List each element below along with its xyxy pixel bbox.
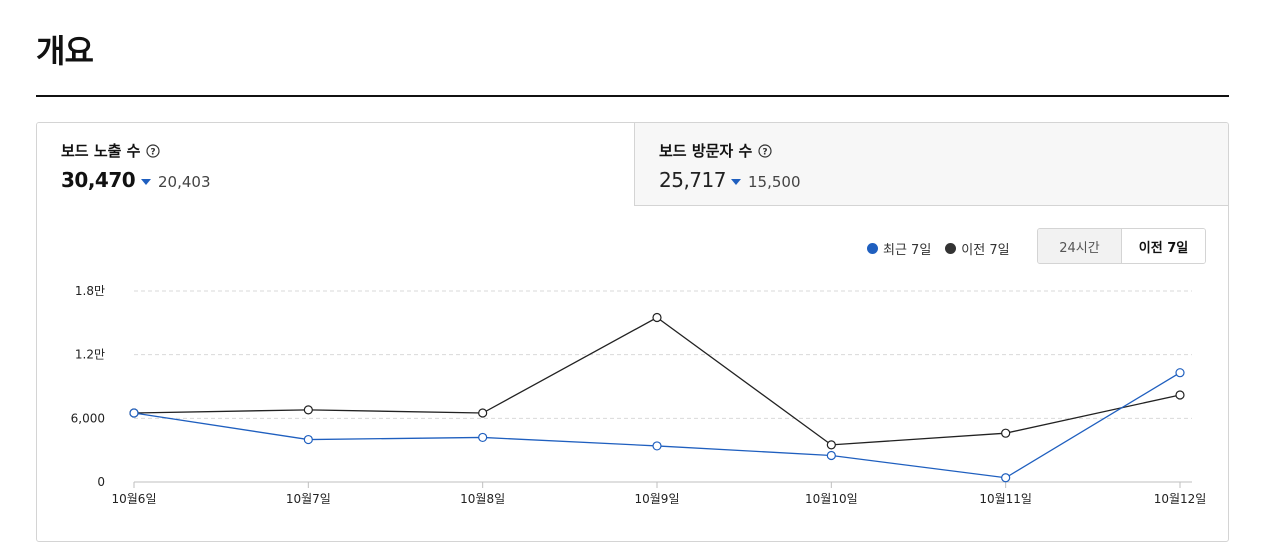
metric-tab-impressions[interactable]: 보드 노출 수 ? 30,470 20,403 — [37, 123, 634, 206]
data-point-recent — [826, 450, 836, 461]
down-arrow-icon — [731, 179, 741, 185]
help-icon[interactable]: ? — [146, 144, 161, 158]
data-point-recent — [1001, 473, 1011, 483]
data-point-previous — [652, 312, 662, 323]
y-tick-label: 0 — [97, 475, 105, 489]
data-point-recent — [1175, 368, 1185, 378]
series-line-previous — [133, 316, 1181, 446]
y-tick-label: 6,000 — [71, 411, 105, 425]
overview-panel: 보드 노출 수 ? 30,470 20,403 보드 방문자 수 ? 25,71… — [36, 122, 1229, 542]
range-toggle: 24시간 이전 7일 — [1037, 228, 1206, 264]
metric-label-impressions: 보드 노출 수 — [61, 142, 141, 160]
metric-value-visitors: 25,717 — [659, 168, 726, 192]
data-point-recent — [652, 441, 662, 451]
x-tick-label: 10월6일 — [112, 492, 157, 506]
data-point-recent — [129, 408, 139, 418]
help-icon[interactable]: ? — [758, 144, 772, 158]
svg-text:?: ? — [151, 148, 156, 158]
x-tick-label: 10월8일 — [460, 492, 505, 506]
legend-item-previous: 이전 7일 — [945, 239, 1010, 258]
metric-value-impressions: 30,470 — [61, 168, 136, 192]
down-arrow-icon — [141, 179, 151, 185]
title-divider — [36, 95, 1229, 97]
legend-dot-recent — [867, 243, 878, 254]
series-line-recent — [133, 372, 1181, 479]
x-tick-label: 10월11일 — [979, 492, 1032, 506]
data-point-recent — [478, 432, 488, 443]
data-point-previous — [1175, 390, 1185, 400]
legend-label-previous: 이전 7일 — [961, 243, 1010, 258]
line-chart: 0 6,000 1.2만 1.8만 10월6일 10월7일 10월8일 10월9일 10월10일… — [71, 284, 1207, 506]
x-tick-label: 10월10일 — [805, 492, 858, 506]
y-tick-label: 1.8만 — [75, 284, 105, 298]
metric-tab-visitors[interactable]: 보드 방문자 수 ? 25,717 15,500 — [634, 123, 1228, 206]
metric-compare-visitors: 15,500 — [748, 173, 801, 191]
legend-item-recent: 최근 7일 — [867, 239, 931, 258]
chart-legend: 최근 7일 이전 7일 — [867, 239, 1010, 258]
page-title: 개요 — [36, 32, 94, 70]
data-point-previous — [303, 405, 313, 415]
x-tick-label: 10월12일 — [1154, 492, 1207, 506]
data-point-previous — [1001, 428, 1011, 438]
data-point-previous — [826, 440, 836, 450]
legend-dot-previous — [945, 243, 957, 254]
data-point-recent — [303, 434, 313, 445]
metric-compare-impressions: 20,403 — [158, 173, 211, 191]
range-button-previous-7d[interactable]: 이전 7일 — [1122, 229, 1205, 263]
y-tick-label: 1.2만 — [75, 348, 105, 362]
x-tick-label: 10월7일 — [286, 492, 331, 506]
x-tick-label: 10월9일 — [635, 492, 680, 506]
range-button-24h[interactable]: 24시간 — [1038, 229, 1122, 263]
legend-label-recent: 최근 7일 — [883, 243, 932, 258]
data-point-previous — [478, 408, 488, 418]
metric-label-visitors: 보드 방문자 수 — [659, 142, 753, 160]
svg-text:?: ? — [763, 148, 768, 158]
